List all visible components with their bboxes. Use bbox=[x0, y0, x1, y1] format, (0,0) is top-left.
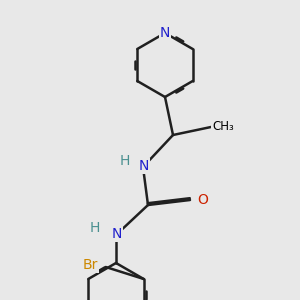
Text: N: N bbox=[112, 227, 122, 241]
Text: H: H bbox=[90, 221, 100, 235]
Text: O: O bbox=[197, 193, 208, 207]
Text: N: N bbox=[139, 159, 149, 173]
Text: H: H bbox=[120, 154, 130, 168]
Text: N: N bbox=[160, 26, 170, 40]
Text: Br: Br bbox=[82, 258, 98, 272]
Text: CH₃: CH₃ bbox=[212, 121, 234, 134]
